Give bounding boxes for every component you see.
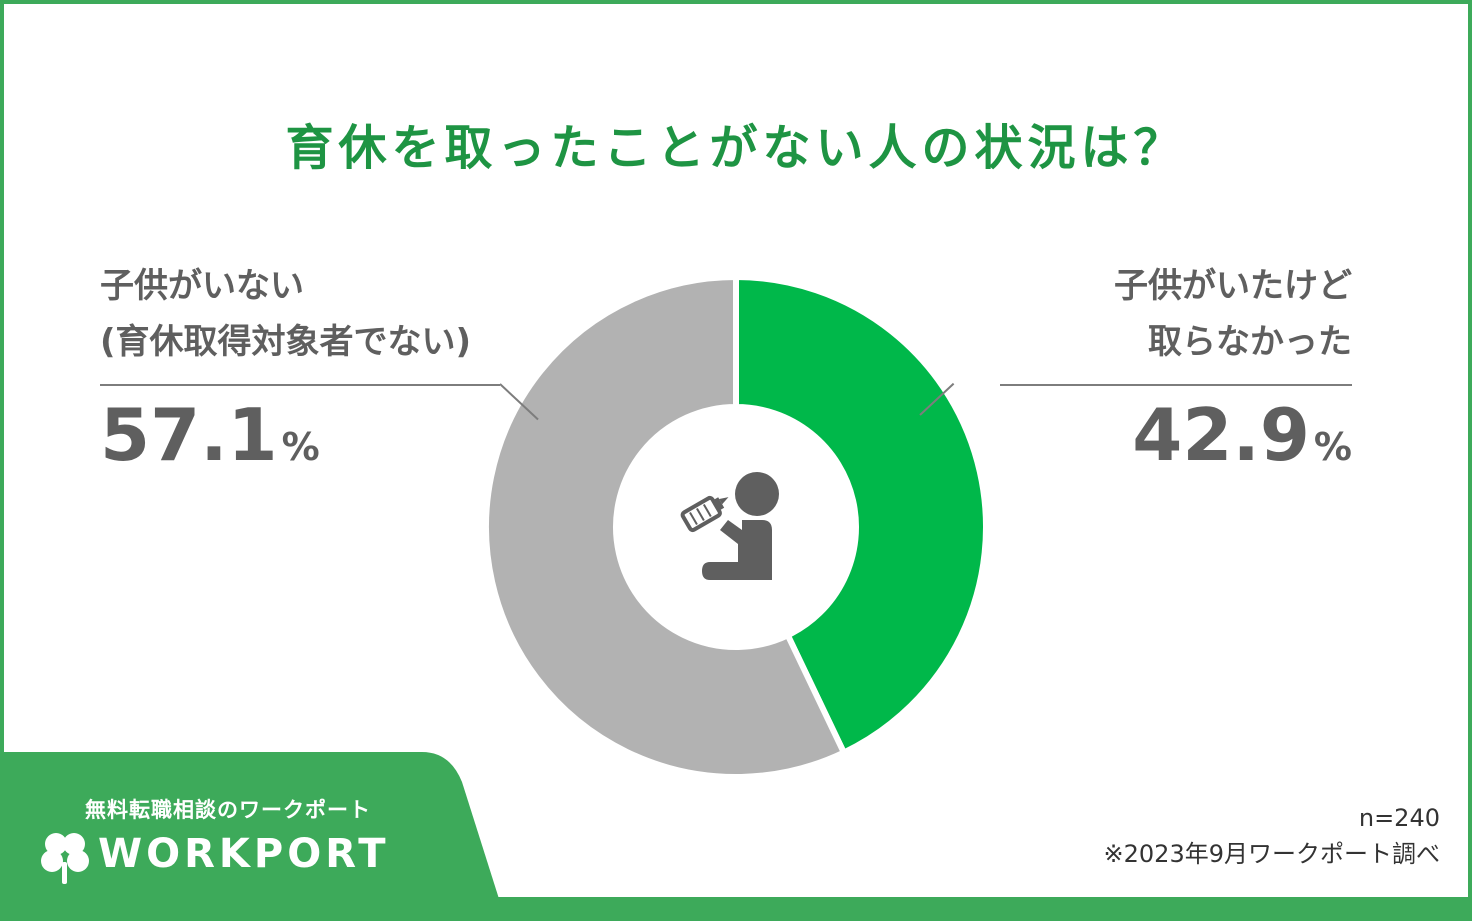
survey-source: ※2023年9月ワークポート調べ: [1103, 840, 1440, 868]
clover-logo-icon: [38, 828, 92, 890]
left-percent: 57.1%: [100, 392, 500, 490]
left-label-line2: (育休取得対象者でない): [100, 322, 472, 362]
slice-no-children: [483, 273, 848, 780]
right-percent: 42.9%: [1000, 392, 1352, 490]
sample-size: n=240: [1358, 804, 1440, 832]
footer-brand-tab: [0, 752, 500, 902]
left-percent-value: 57.1: [100, 393, 278, 477]
left-rule: [100, 384, 500, 386]
right-percent-value: 42.9: [1132, 393, 1310, 477]
brand-logo: WORKPORT: [98, 831, 390, 877]
slice-no-leave-taken: [733, 273, 989, 757]
left-label: 子供がいない (育休取得対象者でない) 57.1%: [100, 258, 500, 490]
right-label-line1: 子供がいたけど: [1114, 266, 1352, 306]
left-percent-unit: %: [281, 425, 320, 469]
right-label-line2: 取らなかった: [1148, 322, 1352, 362]
chart-title: 育休を取ったことがない人の状況は？: [285, 120, 1187, 176]
left-label-line1: 子供がいない: [100, 266, 304, 306]
right-percent-unit: %: [1313, 425, 1352, 469]
source-note: n=240 ※2023年9月ワークポート調べ: [1104, 800, 1440, 872]
right-label: 子供がいたけど 取らなかった 42.9%: [1000, 258, 1352, 490]
baby-bottle-icon: [680, 472, 779, 580]
right-rule: [1000, 384, 1352, 386]
brand-tagline: 無料転職相談のワークポート: [85, 798, 371, 822]
